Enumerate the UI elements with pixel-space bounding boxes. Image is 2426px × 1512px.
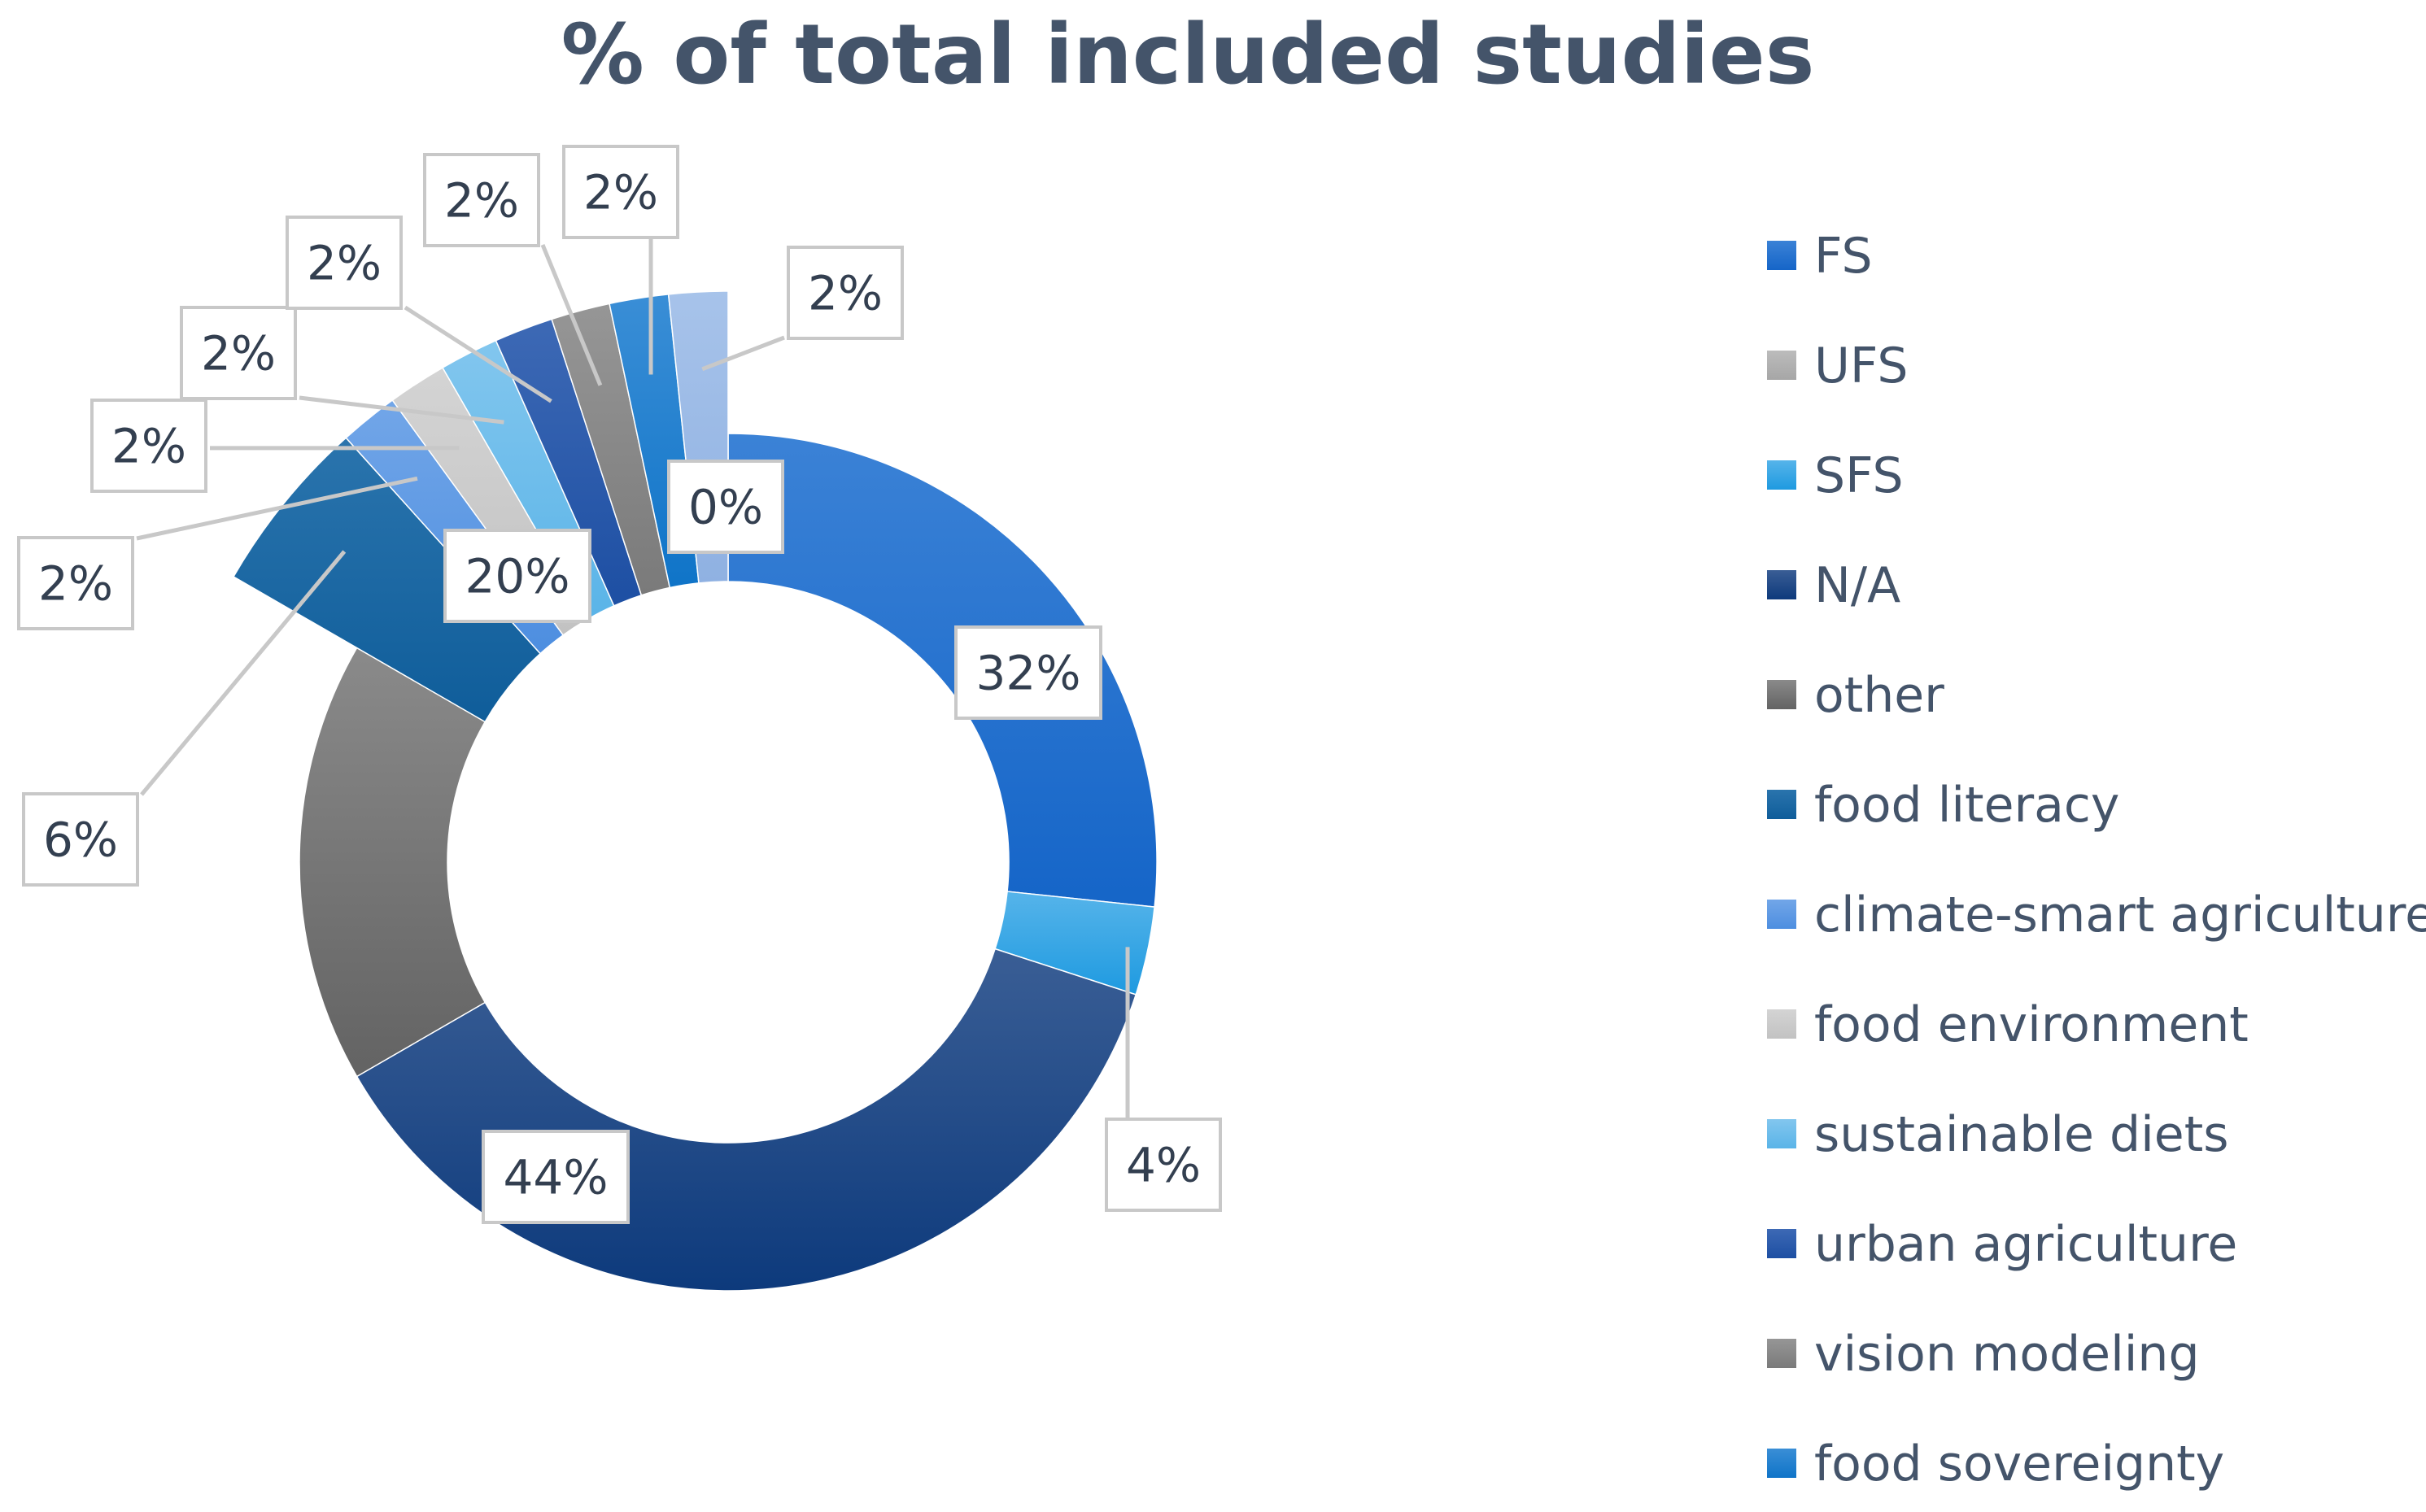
leader-urban-agriculture — [404, 305, 552, 403]
data-label-food-literacy: 6% — [22, 792, 139, 887]
data-label-text: 2% — [111, 418, 186, 473]
legend-item-sfs: SFS — [1767, 447, 1904, 504]
data-label-text: 20% — [465, 548, 570, 603]
data-label-vision-modeling: 2% — [423, 153, 540, 247]
data-label-box — [443, 529, 591, 623]
legend-label: urban agriculture — [1814, 1216, 2237, 1273]
legend-label: food environment — [1814, 996, 2249, 1053]
donut-slices — [233, 290, 1158, 1292]
data-label-text: 2% — [38, 556, 113, 611]
legend-swatch — [1767, 460, 1796, 490]
data-label-box — [180, 306, 297, 400]
data-label-sfs: 4% — [1105, 1118, 1222, 1212]
legend-item-urban-agriculture: urban agriculture — [1767, 1216, 2237, 1273]
data-label-text: 2% — [201, 325, 276, 381]
legend-swatch — [1767, 790, 1796, 819]
data-label-box — [286, 216, 403, 310]
data-label-box — [423, 153, 540, 247]
legend-swatch — [1767, 1339, 1796, 1368]
legend-label: SFS — [1814, 447, 1904, 504]
data-label-text: 0% — [688, 479, 763, 534]
data-label-food-environment: 2% — [90, 399, 207, 493]
legend-swatch — [1767, 900, 1796, 929]
legend-label: food sovereignty — [1814, 1436, 2224, 1492]
data-label-box — [562, 145, 679, 239]
data-label-text: 44% — [504, 1149, 609, 1205]
legend-item-n-a: N/A — [1767, 557, 1900, 614]
data-label-box — [17, 536, 134, 630]
label-leader-lines — [136, 237, 1130, 1120]
data-label-fs: 32% — [954, 625, 1102, 720]
legend-label: climate-smart agriculture — [1814, 887, 2426, 943]
data-label-sustainable-diets: 2% — [180, 306, 297, 400]
legend-label: food literacy — [1814, 777, 2119, 834]
data-label-text: 2% — [583, 164, 658, 220]
legend-label: FS — [1814, 228, 1873, 285]
legend-swatch — [1767, 241, 1796, 270]
legend: FS UFS SFS N/A other food literacy climate-sma… — [1767, 228, 2426, 1492]
legend-swatch — [1767, 1119, 1796, 1148]
slice-fs — [727, 433, 1158, 908]
legend-item-food-sovereignty: food sovereignty — [1767, 1436, 2224, 1492]
data-label-climate-smart-agriculture: 2% — [17, 536, 134, 630]
data-label-box — [1105, 1118, 1222, 1212]
data-label-text: 4% — [1126, 1137, 1201, 1192]
legend-item-food-environment: food environment — [1767, 996, 2249, 1053]
leader-sustainable-diets — [299, 395, 504, 425]
data-label-urban-agriculture: 2% — [286, 216, 403, 310]
legend-item-climate-smart-agriculture: climate-smart agriculture — [1767, 887, 2426, 943]
legend-item-sustainable-diets: sustainable diets — [1767, 1106, 2229, 1163]
leader-climate-smart-agriculture — [136, 476, 418, 541]
legend-swatch — [1767, 1009, 1796, 1039]
data-label-text: 2% — [307, 235, 382, 290]
chart-title: % of total included studies — [561, 7, 1815, 103]
legend-label: sustainable diets — [1814, 1106, 2229, 1163]
data-label-other: 20% — [443, 529, 591, 623]
legend-label: UFS — [1814, 338, 1908, 394]
legend-label: vision modeling — [1814, 1326, 2200, 1383]
legend-item-fs: FS — [1767, 228, 1873, 285]
data-label-extra-12: 2% — [787, 246, 904, 340]
data-label-n-a: 44% — [482, 1130, 630, 1224]
data-label-food-sovereignty: 2% — [562, 145, 679, 239]
data-label-text: 2% — [444, 172, 519, 228]
data-label-text: 32% — [976, 645, 1081, 700]
legend-swatch — [1767, 680, 1796, 709]
legend-swatch — [1767, 1229, 1796, 1258]
legend-label: N/A — [1814, 557, 1900, 614]
data-label-box — [667, 460, 784, 554]
data-labels: 32% 0% 4% 44% 20% 6% 2% 2% 2% 2% 2% 2% 2% — [17, 145, 1222, 1224]
data-label-box — [90, 399, 207, 493]
legend-label: other — [1814, 667, 1944, 724]
data-label-box — [787, 246, 904, 340]
legend-item-ufs: UFS — [1767, 338, 1908, 394]
legend-swatch — [1767, 570, 1796, 599]
data-label-ufs: 0% — [667, 460, 784, 554]
legend-item-other: other — [1767, 667, 1944, 724]
slice-other — [299, 647, 487, 1078]
data-label-text: 6% — [43, 812, 118, 867]
leader-vision-modeling — [540, 244, 603, 386]
data-label-box — [22, 792, 139, 887]
leader-food-literacy — [140, 550, 347, 796]
legend-swatch — [1767, 351, 1796, 380]
data-label-box — [482, 1130, 630, 1224]
legend-swatch — [1767, 1449, 1796, 1478]
legend-item-vision-modeling: vision modeling — [1767, 1326, 2200, 1383]
leader-extra-12 — [701, 335, 785, 372]
legend-item-food-literacy: food literacy — [1767, 777, 2119, 834]
data-label-box — [954, 625, 1102, 720]
data-label-text: 2% — [808, 265, 883, 320]
